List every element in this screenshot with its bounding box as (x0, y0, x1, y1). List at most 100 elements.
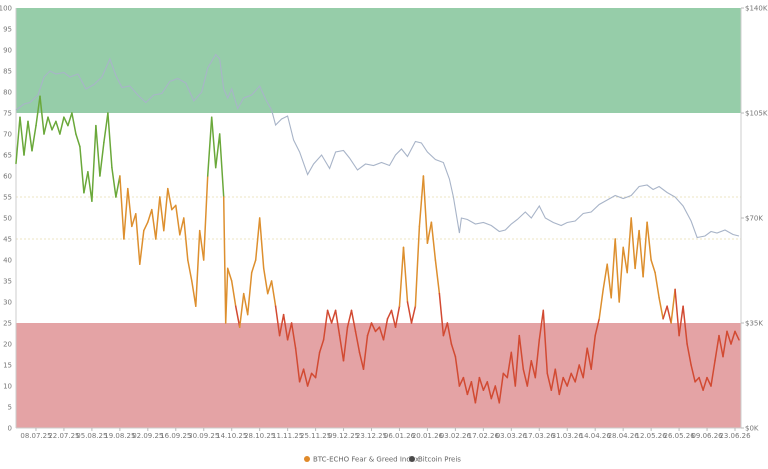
legend-label-fear-greed[interactable]: BTC-ECHO Fear & Greed Index (313, 456, 419, 464)
y-tick-right-label: $35K (745, 320, 763, 328)
fear-greed-segment (55, 120, 61, 135)
y-tick-left-label: 30 (3, 299, 12, 307)
x-tick-label: 02.09.25 (132, 432, 163, 440)
fear-greed-segment (526, 360, 533, 387)
fear-greed-segment (390, 309, 397, 328)
fear-greed-segment (478, 376, 485, 391)
fear-greed-segment (558, 376, 564, 396)
fear-greed-segment (654, 271, 660, 299)
fear-greed-segment (19, 116, 25, 156)
y-tick-left-label: 85 (3, 68, 12, 76)
fear-greed-segment (442, 322, 449, 337)
y-tick-right-label: $140K (745, 5, 768, 13)
fear-greed-segment (370, 322, 377, 333)
fear-greed-segment (486, 381, 493, 400)
fear-greed-segment (342, 326, 349, 362)
fear-greed-segment (514, 334, 521, 387)
x-tick-label: 22.07.25 (48, 432, 79, 440)
fear-greed-segment (107, 112, 113, 169)
fear-greed-segment (498, 372, 505, 404)
fear-greed-segment (670, 288, 676, 324)
fear-greed-segment (694, 376, 700, 383)
fear-greed-segment (458, 376, 465, 387)
fear-greed-segment (402, 246, 409, 303)
x-tick-label: 06.01.26 (384, 432, 416, 440)
fear-greed-segment (490, 385, 497, 400)
fear-greed-segment (618, 246, 624, 303)
fear-greed-segment (578, 364, 584, 379)
fear-greed-segment (730, 330, 736, 345)
fear-greed-segment (330, 309, 337, 324)
fear-greed-segment (606, 263, 612, 299)
y-tick-left-label: 65 (3, 152, 12, 160)
y-tick-left-label: 15 (3, 362, 12, 370)
fear-greed-segment (358, 351, 365, 370)
fear-greed-segment (198, 229, 205, 261)
x-tick-label: 19.08.25 (104, 432, 135, 440)
fear-greed-segment (195, 229, 201, 307)
fear-greed-segment (191, 280, 197, 307)
fear-greed-segment (534, 339, 541, 379)
fear-greed-segment (334, 309, 341, 337)
x-tick-label: 28.04.26 (608, 432, 640, 440)
fear-greed-segment (139, 229, 145, 265)
fear-greed-segment (538, 309, 545, 341)
fear-greed-segment (266, 280, 273, 295)
fear-greed-segment (350, 309, 357, 333)
fear-greed-segment (630, 217, 636, 270)
fear-greed-segment (290, 322, 297, 349)
fear-greed-segment (710, 360, 716, 387)
x-tick-label: 20.01.26 (412, 432, 444, 440)
x-tick-label: 17.02.26 (468, 432, 500, 440)
legend-marker-fear-greed (304, 456, 310, 462)
fear-greed-segment (422, 175, 429, 244)
fear-greed-segment (67, 112, 73, 127)
fear-greed-segment (171, 204, 177, 211)
fear-greed-segment (354, 330, 361, 354)
fear-greed-segment (111, 166, 117, 198)
fear-greed-segment (482, 381, 489, 391)
fear-greed-segment (179, 217, 185, 236)
fear-greed-segment (155, 196, 161, 240)
fear-greed-segment (658, 297, 664, 320)
y-tick-left-label: 100 (0, 5, 12, 13)
fear-greed-segment (270, 280, 277, 307)
y-tick-right-label: $0K (745, 425, 759, 433)
fear-greed-segment (362, 334, 369, 370)
fear-greed-segment (522, 368, 529, 387)
legend-label-bitcoin[interactable]: Bitcoin Preis (418, 456, 461, 464)
fear-greed-segment (686, 343, 692, 366)
fear-greed-segment (23, 120, 29, 156)
fear-greed-segment (542, 309, 549, 375)
fear-greed-segment (474, 376, 481, 404)
fear-greed-segment (35, 95, 41, 127)
fear-greed-segment (602, 263, 608, 291)
fear-greed-segment (87, 171, 93, 202)
fear-greed-segment (410, 305, 417, 324)
x-tick-label: 30.09.25 (188, 432, 219, 440)
x-tick-label: 03.03.26 (496, 432, 528, 440)
fear-greed-segment (302, 368, 309, 387)
legend[interactable]: BTC-ECHO Fear & Greed Index Bitcoin Prei… (304, 456, 461, 464)
fear-greed-segment (159, 196, 165, 232)
fear-greed-segment (642, 221, 648, 278)
fear-greed-segment (506, 351, 513, 379)
fear-greed-segment (214, 133, 221, 169)
fear-greed-segment (446, 322, 453, 345)
fear-greed-segment (394, 305, 401, 328)
fear-greed-segment (662, 305, 668, 320)
y-tick-left-label: 45 (3, 236, 12, 244)
x-tick-label: 16.09.25 (160, 432, 191, 440)
fear-greed-segment (298, 368, 305, 383)
fear-greed-segment (398, 246, 405, 307)
x-tick-label: 09.06.26 (691, 432, 723, 440)
y-tick-left-label: 60 (3, 173, 12, 181)
fear-greed-segment (678, 305, 684, 337)
fear-greed-segment (135, 213, 141, 265)
fear-greed-segment (274, 305, 281, 337)
fear-greed-segment (131, 213, 137, 228)
fear-greed-segment (638, 229, 644, 278)
fear-greed-segment (254, 217, 261, 261)
fear-greed-segment (250, 259, 257, 274)
fear-greed-segment (99, 141, 105, 177)
